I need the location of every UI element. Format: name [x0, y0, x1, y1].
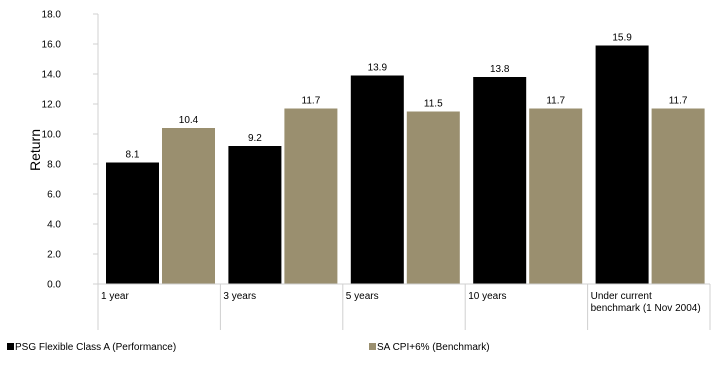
bar-benchmark [529, 108, 583, 284]
bar-benchmark [651, 108, 705, 284]
bar-benchmark [406, 111, 460, 284]
y-tick-label: 2.0 [47, 250, 61, 261]
category-label: 3 years [223, 291, 256, 302]
bar-performance [473, 77, 527, 284]
y-tick-label: 4.0 [47, 220, 61, 231]
legend-label: SA CPI+6% (Benchmark) [377, 342, 490, 353]
y-tick-label: 10.0 [42, 130, 62, 141]
data-label: 13.8 [490, 64, 510, 75]
y-tick-label: 12.0 [42, 100, 62, 111]
bar-performance [228, 146, 282, 284]
y-axis-title: Return [27, 129, 43, 171]
y-tick-label: 8.0 [47, 160, 61, 171]
y-tick-label: 16.0 [42, 40, 62, 51]
y-tick-label: 14.0 [42, 70, 62, 81]
data-label: 11.5 [424, 99, 443, 110]
legend: PSG Flexible Class A (Performance) SA CPI… [7, 342, 490, 353]
data-label: 13.9 [368, 63, 388, 74]
y-axis: 0.0 2.0 4.0 6.0 8.0 10.0 12.0 14.0 16.0 18.0 [42, 10, 99, 291]
y-tick-label: 0.0 [47, 280, 61, 291]
y-tick-label: 6.0 [47, 190, 61, 201]
category-label: 1 year [101, 291, 129, 302]
legend-swatch [369, 343, 376, 350]
bars-group: 8.1 10.4 9.2 11.7 13.9 11.5 13.8 11.7 15.9 11.7 [106, 33, 705, 284]
legend-label: PSG Flexible Class A (Performance) [15, 342, 176, 353]
bar-performance [595, 45, 649, 284]
data-label: 15.9 [612, 33, 632, 44]
x-axis: 1 year 3 years 5 years 10 years Under curren… [97, 283, 711, 330]
category-label: 10 years [468, 291, 506, 302]
bar-performance [350, 75, 404, 284]
category-label: benchmark (1 Nov 2004) [591, 303, 701, 314]
legend-swatch [7, 343, 14, 350]
bar-performance [106, 162, 159, 284]
data-label: 11.7 [546, 96, 565, 107]
bar-benchmark [284, 108, 338, 284]
bar-benchmark [162, 128, 215, 284]
data-label: 8.1 [126, 150, 140, 161]
category-label: 5 years [346, 291, 379, 302]
data-label: 9.2 [248, 133, 262, 144]
y-tick-label: 18.0 [42, 10, 62, 21]
data-label: 11.7 [669, 96, 688, 107]
category-label: Under current [591, 291, 652, 302]
data-label: 11.7 [302, 96, 321, 107]
data-label: 10.4 [179, 115, 199, 126]
